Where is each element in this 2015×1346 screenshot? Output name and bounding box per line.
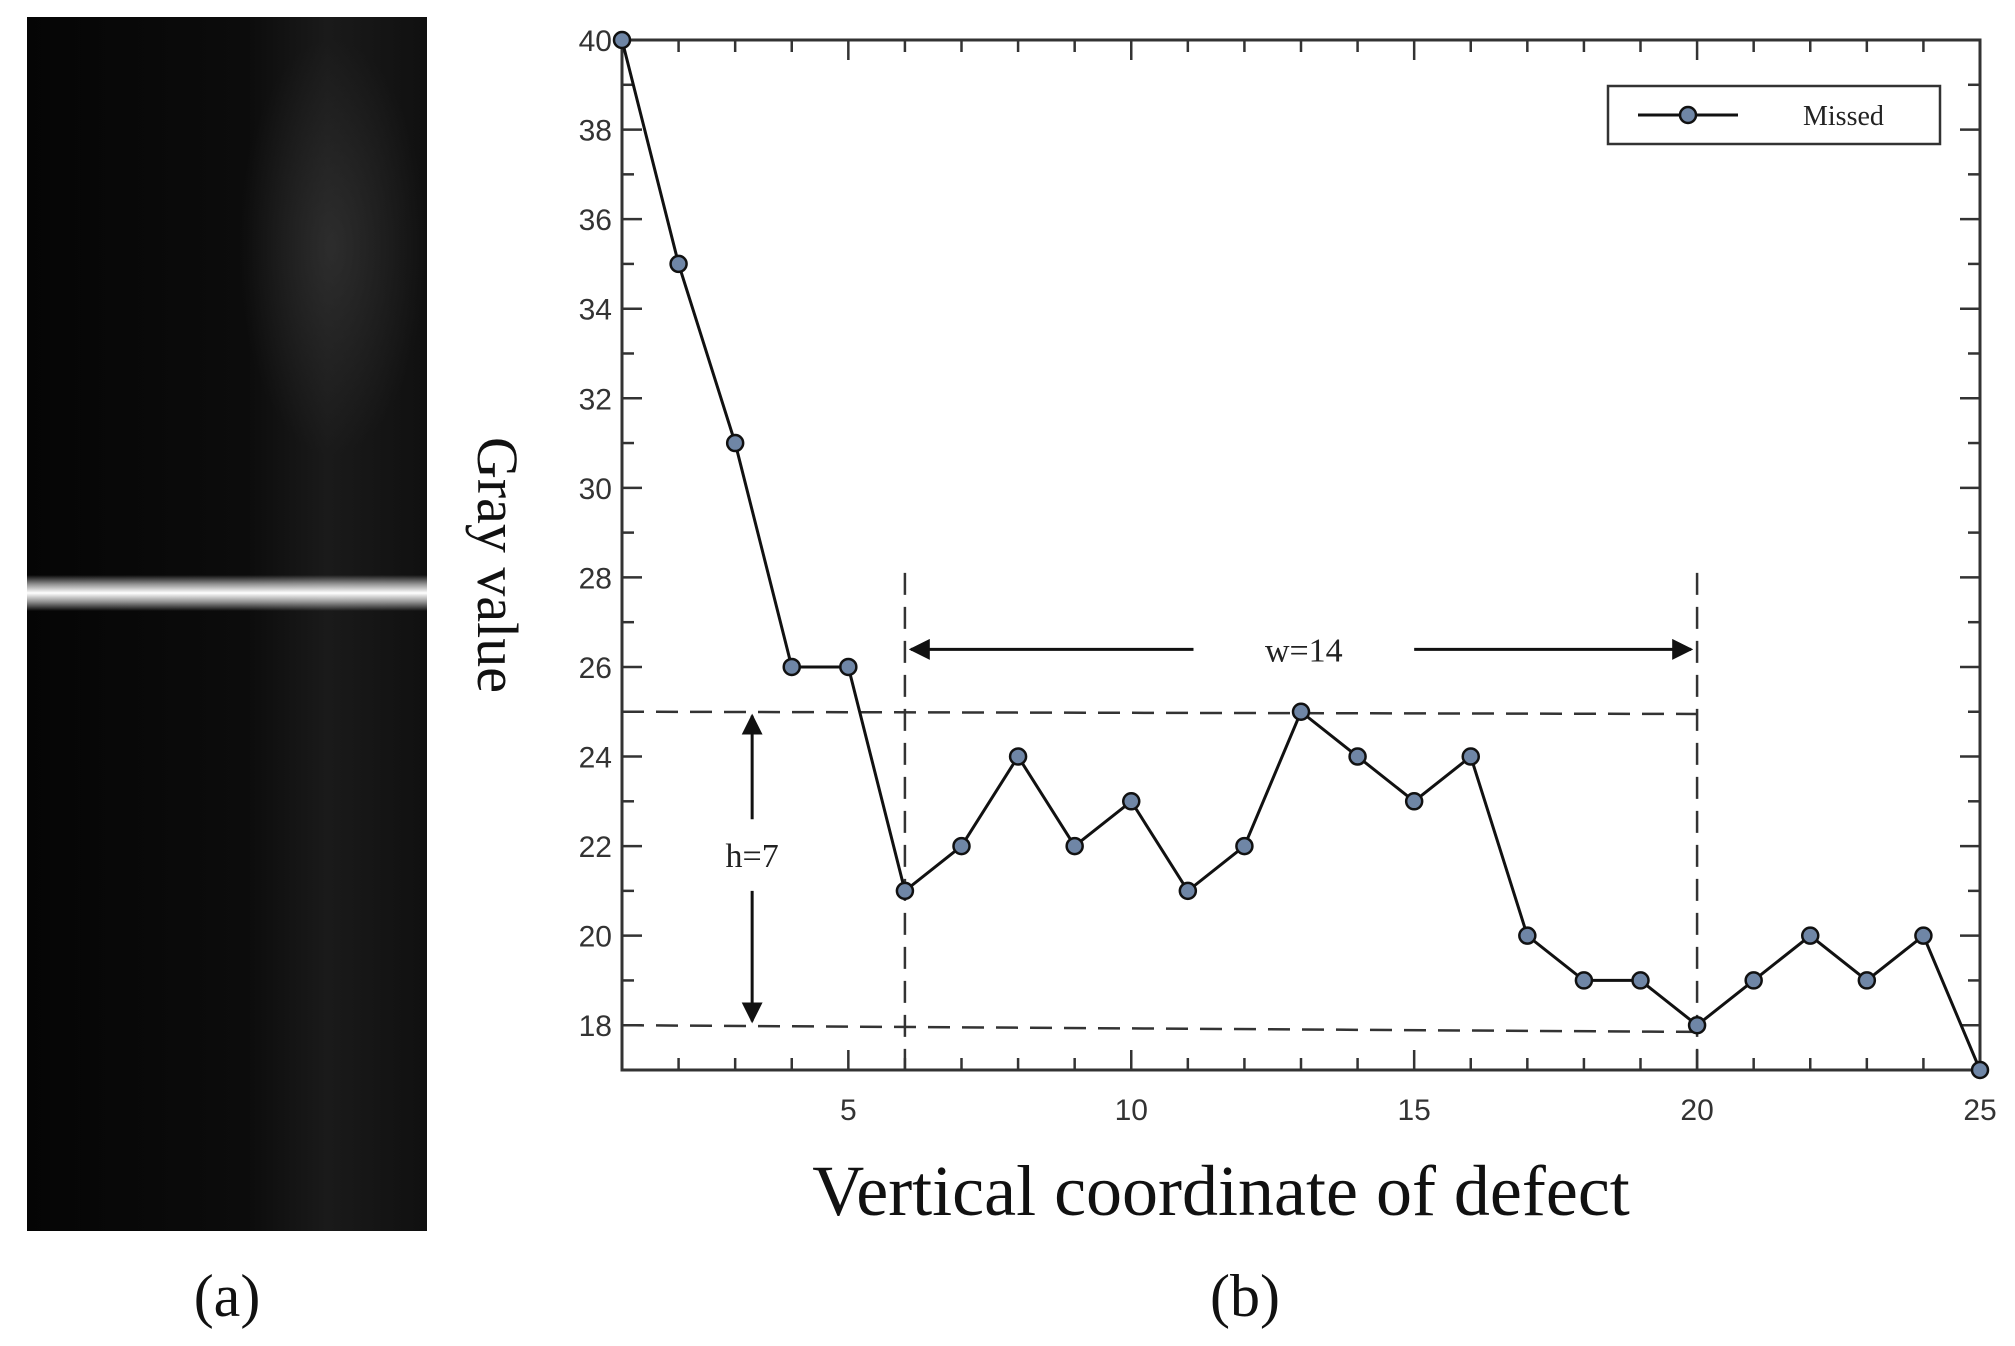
data-point — [895, 881, 915, 901]
legend-label: Missed — [1803, 101, 1884, 132]
x-tick-label: 15 — [1397, 1094, 1430, 1127]
y-tick-label: 32 — [579, 383, 612, 416]
data-point — [1065, 836, 1084, 856]
data-point — [1631, 971, 1650, 990]
data-point — [1687, 1015, 1707, 1035]
data-point — [952, 836, 971, 856]
height-annotation-label: h=7 — [726, 838, 779, 875]
y-tick-label: 38 — [579, 115, 612, 148]
data-point — [782, 657, 801, 677]
y-tick-label: 36 — [579, 204, 612, 237]
y-tick-label: 18 — [579, 1010, 612, 1043]
data-point — [1744, 971, 1763, 990]
y-tick-label: 30 — [579, 473, 612, 506]
panel-a-label: (a) — [193, 1263, 261, 1329]
data-point — [669, 254, 688, 274]
x-axis-label: Vertical coordinate of defect — [812, 1151, 1630, 1231]
data-point — [839, 657, 858, 677]
x-tick-label: 20 — [1680, 1094, 1713, 1127]
y-tick-label: 28 — [579, 562, 612, 595]
data-point — [1914, 926, 1933, 945]
data-point — [1122, 792, 1141, 811]
data-point — [1801, 926, 1820, 945]
x-tick-label: 25 — [1963, 1094, 1996, 1127]
y-tick-label: 22 — [579, 831, 612, 864]
data-point — [1574, 971, 1594, 990]
data-point — [1461, 747, 1480, 766]
defect-bright-line — [27, 575, 427, 611]
height-bottom-guide — [621, 1023, 1698, 1034]
y-tick-label: 20 — [579, 921, 612, 954]
data-point — [1404, 792, 1424, 811]
y-tick-label: 40 — [579, 25, 612, 58]
y-tick-label: 24 — [579, 742, 612, 775]
data-point — [1235, 836, 1254, 856]
y-axis-label: Gray value — [465, 437, 530, 693]
width-annotation-label: w=14 — [1265, 632, 1343, 669]
height-top-guide — [621, 710, 1698, 716]
data-point — [725, 433, 745, 453]
defect-image-panel — [27, 17, 427, 1231]
data-point — [1970, 1060, 1990, 1080]
data-point — [1178, 881, 1198, 901]
x-tick-label: 5 — [840, 1094, 857, 1127]
legend-marker — [1678, 105, 1698, 125]
y-tick-label: 34 — [579, 294, 612, 327]
panel-b-label: (b) — [1210, 1263, 1280, 1329]
y-tick-label: 26 — [579, 652, 612, 685]
data-point — [1291, 702, 1311, 721]
data-point — [1008, 747, 1028, 766]
data-point — [1348, 747, 1367, 766]
data-point — [1518, 926, 1537, 945]
data-point — [612, 30, 632, 50]
background-glow — [237, 37, 427, 457]
plot-frame — [620, 38, 1982, 1072]
data-point — [1857, 971, 1877, 990]
x-tick-label: 10 — [1115, 1094, 1148, 1127]
series-line-missed — [620, 39, 1982, 1071]
